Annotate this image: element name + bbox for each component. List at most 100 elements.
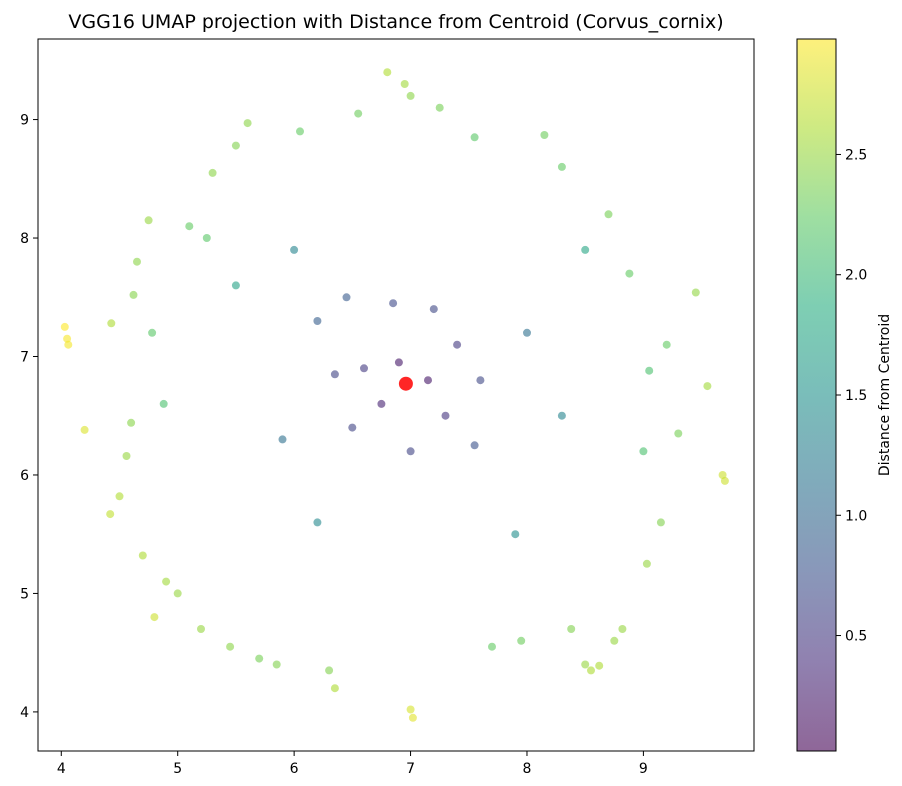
scatter-point	[185, 222, 194, 231]
scatter-point	[610, 636, 619, 645]
colorbar-tick-label: 2.5	[845, 147, 867, 163]
scatter-point	[604, 210, 613, 219]
scatter-point	[202, 234, 211, 242]
scatter-point	[470, 441, 479, 450]
scatter-point	[625, 269, 634, 278]
scatter-point	[581, 660, 590, 669]
scatter-point	[656, 518, 665, 527]
scatter-point	[107, 319, 116, 328]
y-axis: 4 5 6 7 8 9	[20, 113, 38, 721]
scatter-point	[354, 109, 363, 118]
scatter-point	[162, 577, 171, 586]
scatter-point	[226, 642, 235, 651]
scatter-point	[406, 91, 415, 100]
scatter-point	[60, 322, 69, 331]
y-tick-label: 5	[20, 586, 29, 602]
scatter-point	[383, 68, 392, 77]
colorbar-tick-label: 2.0	[845, 268, 867, 284]
chart-title: VGG16 UMAP projection with Distance from…	[68, 11, 723, 33]
scatter-point	[587, 666, 595, 675]
scatter-point	[406, 705, 415, 714]
scatter-point	[557, 162, 566, 171]
scatter-point	[129, 290, 138, 299]
scatter-point	[325, 666, 334, 675]
scatter-point	[540, 131, 549, 139]
scatter-point	[389, 299, 398, 308]
scatter-point	[159, 399, 168, 408]
x-tick-label: 5	[173, 761, 182, 777]
scatter-point	[330, 370, 339, 379]
scatter-point	[424, 376, 432, 385]
scatter-point	[639, 447, 648, 456]
x-tick-label: 6	[290, 761, 299, 777]
scatter-point	[197, 625, 205, 633]
scatter-point	[557, 411, 566, 420]
plot-frame	[37, 38, 755, 752]
scatter-point	[703, 382, 712, 391]
colorbar-tick-label: 1.5	[845, 388, 867, 404]
colorbar-axis: 0.5 1.0 1.5 2.0 2.5	[836, 147, 867, 645]
scatter-point	[394, 358, 403, 367]
scatter-point	[231, 281, 240, 290]
scatter-point	[441, 411, 450, 420]
centroid-layer	[398, 376, 413, 391]
scatter-point	[144, 216, 153, 225]
scatter-point	[645, 366, 654, 375]
scatter-point	[360, 364, 368, 373]
scatter-point	[138, 551, 147, 560]
scatter-point	[488, 642, 496, 651]
scatter-point	[348, 423, 357, 432]
scatter-point	[272, 660, 281, 669]
scatter-point	[720, 476, 729, 485]
y-tick-label: 6	[20, 468, 29, 484]
scatter-point	[115, 492, 124, 501]
scatter-point	[148, 328, 157, 337]
scatter-point	[255, 654, 264, 663]
x-tick-label: 8	[523, 761, 532, 777]
scatter-point	[290, 245, 299, 254]
x-tick-label: 7	[406, 761, 415, 777]
scatter-point	[400, 80, 409, 88]
colorbar-tick-label: 0.5	[845, 629, 867, 645]
x-tick-label: 4	[57, 761, 66, 777]
centroid-marker	[398, 376, 413, 391]
x-tick-label: 9	[639, 761, 648, 777]
points-layer	[60, 68, 729, 722]
scatter-point	[243, 119, 252, 128]
y-tick-label: 8	[20, 231, 29, 247]
scatter-point	[173, 589, 182, 598]
y-tick-label: 4	[20, 705, 29, 721]
scatter-point	[342, 293, 351, 302]
scatter-point	[511, 530, 520, 539]
scatter-point	[662, 340, 671, 349]
y-tick-label: 9	[20, 113, 29, 129]
scatter-point	[231, 141, 240, 150]
scatter-point	[618, 625, 627, 633]
scatter-point	[63, 334, 72, 343]
scatter-point	[80, 425, 89, 434]
scatter-point	[150, 613, 159, 622]
scatter-point	[313, 317, 322, 325]
scatter-point	[133, 257, 141, 266]
scatter-point	[595, 661, 604, 670]
scatter-point	[278, 435, 287, 444]
scatter-point	[523, 328, 531, 337]
scatter-point	[470, 133, 479, 142]
scatter-point	[581, 245, 590, 254]
scatter-point	[453, 340, 462, 349]
scatter-point	[435, 103, 444, 112]
scatter-point	[122, 452, 131, 460]
scatter-point	[106, 510, 115, 519]
colorbar-tick-label: 1.0	[845, 508, 867, 524]
scatter-point	[127, 418, 136, 427]
scatter-point	[64, 340, 73, 349]
scatter-point	[313, 518, 322, 527]
x-axis: 4 5 6 7 8 9	[57, 751, 648, 777]
scatter-point	[674, 429, 683, 438]
scatter-point	[296, 127, 304, 136]
scatter-point	[208, 168, 217, 177]
scatter-point	[406, 447, 415, 456]
scatter-point	[476, 376, 485, 385]
scatter-point	[642, 559, 651, 568]
scatter-point	[517, 636, 526, 645]
